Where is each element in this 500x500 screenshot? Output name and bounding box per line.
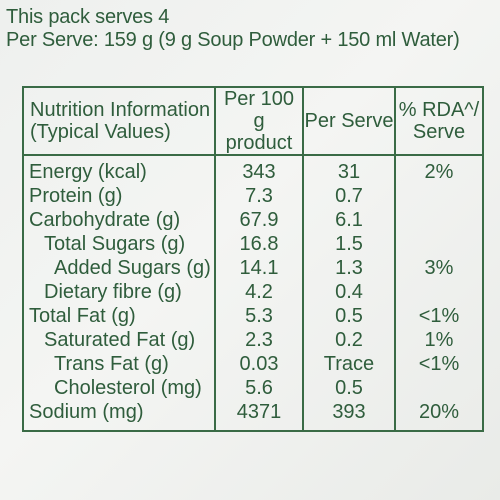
table-row: Total Sugars (g) 16.8 1.5	[22, 232, 484, 256]
table-row: Cholesterol (mg) 5.6 0.5	[22, 376, 484, 400]
header-per-100g-line2: product	[225, 132, 293, 154]
header-per-serve-line1: Per Serve	[304, 110, 394, 132]
pack-serves-text: This pack serves 4	[6, 6, 170, 28]
row-rda	[394, 184, 484, 208]
row-per-serve: Trace	[302, 352, 396, 376]
row-rda: 20%	[394, 400, 484, 432]
row-label: Energy (kcal)	[22, 155, 216, 184]
row-label: Saturated Fat (g)	[22, 328, 216, 352]
row-label: Cholesterol (mg)	[22, 376, 216, 400]
row-rda	[394, 280, 484, 304]
header-rda-line1: % RDA^/	[398, 99, 480, 121]
row-per-serve: 0.5	[302, 304, 396, 328]
row-per-serve: 0.2	[302, 328, 396, 352]
header-rda-line2: Serve	[412, 121, 466, 143]
row-label: Added Sugars (g)	[22, 256, 216, 280]
row-per-100g: 343	[214, 155, 304, 184]
header-per-100g-line1: Per 100 g	[223, 88, 295, 132]
row-per-100g: 2.3	[214, 328, 304, 352]
row-per-100g: 7.3	[214, 184, 304, 208]
row-rda: <1%	[394, 352, 484, 376]
row-per-100g: 5.6	[214, 376, 304, 400]
table-row: Saturated Fat (g) 2.3 0.2 1%	[22, 328, 484, 352]
row-rda	[394, 208, 484, 232]
header-nutrient-line1: Nutrition Information	[30, 99, 211, 121]
row-rda: 2%	[394, 155, 484, 184]
nutrition-table: Nutrition Information (Typical Values) P…	[22, 86, 484, 432]
row-per-100g: 5.3	[214, 304, 304, 328]
table-row: Dietary fibre (g) 4.2 0.4	[22, 280, 484, 304]
serving-info: This pack serves 4 Per Serve: 159 g (9 g…	[6, 6, 496, 52]
row-per-serve: 31	[302, 155, 396, 184]
header-per-100g: Per 100 g product	[214, 86, 304, 156]
row-rda	[394, 376, 484, 400]
row-label: Trans Fat (g)	[22, 352, 216, 376]
table-row: Energy (kcal) 343 31 2%	[22, 155, 484, 184]
row-per-100g: 67.9	[214, 208, 304, 232]
header-nutrient-line2: (Typical Values)	[30, 121, 171, 143]
header-rda: % RDA^/ Serve	[394, 86, 484, 156]
row-per-serve: 393	[302, 400, 396, 432]
row-per-serve: 1.5	[302, 232, 396, 256]
table-row: Total Fat (g) 5.3 0.5 <1%	[22, 304, 484, 328]
row-label: Protein (g)	[22, 184, 216, 208]
header-nutrient: Nutrition Information (Typical Values)	[22, 86, 216, 156]
table-row: Carbohydrate (g) 67.9 6.1	[22, 208, 484, 232]
row-label: Carbohydrate (g)	[22, 208, 216, 232]
row-rda: 3%	[394, 256, 484, 280]
row-per-100g: 0.03	[214, 352, 304, 376]
row-rda: <1%	[394, 304, 484, 328]
row-per-100g: 14.1	[214, 256, 304, 280]
per-serve-text: Per Serve: 159 g (9 g Soup Powder + 150 …	[6, 29, 460, 51]
table-row: Added Sugars (g) 14.1 1.3 3%	[22, 256, 484, 280]
row-per-100g: 4.2	[214, 280, 304, 304]
table-row: Trans Fat (g) 0.03 Trace <1%	[22, 352, 484, 376]
row-per-100g: 4371	[214, 400, 304, 432]
row-per-serve: 6.1	[302, 208, 396, 232]
table-row: Sodium (mg) 4371 393 20%	[22, 400, 484, 432]
row-per-serve: 1.3	[302, 256, 396, 280]
row-per-serve: 0.4	[302, 280, 396, 304]
row-per-100g: 16.8	[214, 232, 304, 256]
row-label: Total Sugars (g)	[22, 232, 216, 256]
row-rda	[394, 232, 484, 256]
header-per-serve: Per Serve	[302, 86, 396, 156]
table-row: Protein (g) 7.3 0.7	[22, 184, 484, 208]
row-label: Dietary fibre (g)	[22, 280, 216, 304]
header-row: Nutrition Information (Typical Values) P…	[22, 86, 484, 156]
row-rda: 1%	[394, 328, 484, 352]
row-label: Total Fat (g)	[22, 304, 216, 328]
row-label: Sodium (mg)	[22, 400, 216, 432]
row-per-serve: 0.7	[302, 184, 396, 208]
row-per-serve: 0.5	[302, 376, 396, 400]
